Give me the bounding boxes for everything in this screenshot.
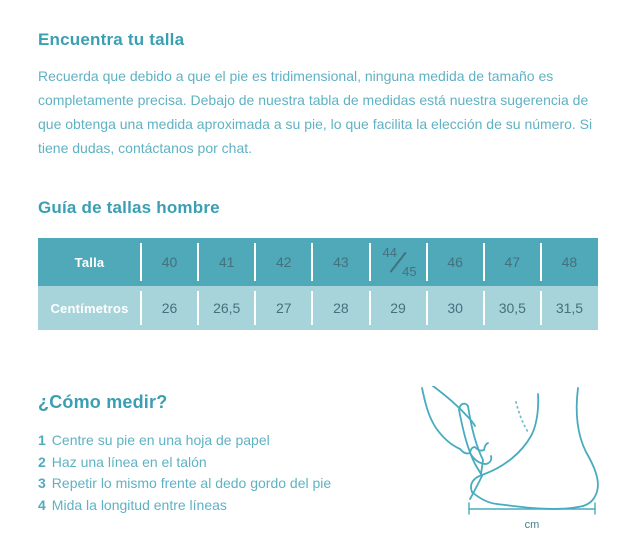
foot-sole-outline: [471, 491, 579, 510]
measure-steps-list: 1 Centre su pie en una hoja de papel 2 H…: [38, 430, 331, 516]
pencil-mark-line: [469, 475, 483, 500]
size-cell: 42: [255, 238, 314, 286]
hand-outer-edge: [421, 387, 461, 450]
row-label-talla: Talla: [38, 238, 142, 286]
size-cell: 41: [198, 238, 257, 286]
hand-fingers: [459, 442, 489, 455]
pencil-right-edge: [467, 405, 484, 475]
size-cell: 46: [427, 238, 485, 286]
step-number: 3: [38, 475, 46, 491]
size-cell: 40: [141, 238, 200, 286]
how-to-measure-title: ¿Cómo medir?: [38, 392, 168, 412]
size-cell-split-44-45: 44 45: [370, 238, 428, 286]
cm-cell: 30,5: [484, 286, 543, 330]
step-text: Repetir lo mismo frente al dedo gordo de…: [51, 475, 332, 491]
hand-thumb-grip: [469, 452, 493, 465]
step-text: Haz una línea en el talón: [51, 453, 207, 470]
shin-dotted-line: [515, 401, 529, 433]
cm-cell: 29: [370, 286, 428, 330]
step-text: Mida la longitud entre líneas: [51, 496, 227, 513]
intro-description: Recuerda que debido a que el pie es trid…: [38, 68, 593, 156]
cm-cell: 26,5: [198, 286, 257, 330]
step-number: 1: [38, 432, 46, 448]
page-title: Encuentra tu talla: [38, 30, 185, 49]
step-number: 2: [38, 453, 46, 470]
foot-toe-instep-outline: [470, 393, 540, 493]
measure-step: 2 Haz una línea en el talón: [38, 452, 331, 474]
measure-step: 4 Mida la longitud entre líneas: [38, 495, 331, 517]
row-label-centimetros: Centímetros: [38, 286, 142, 330]
foot-measurement-illustration: cm: [421, 386, 599, 531]
hand-top-edge: [432, 386, 476, 427]
size-cell: 43: [312, 238, 371, 286]
size-cell: 47: [484, 238, 543, 286]
cm-cell: 26: [141, 286, 200, 330]
how-to-measure-section: ¿Cómo medir? 1 Centre su pie en una hoja…: [38, 386, 605, 536]
cm-label: cm: [525, 519, 540, 531]
cm-cell: 30: [427, 286, 485, 330]
table-row-centimeters: Centímetros 26 26,5 27 28 29 30 30,5 31,…: [38, 286, 598, 330]
cm-cell: 31,5: [555, 300, 584, 316]
split-size-bottom: 45: [402, 264, 417, 279]
size-guide-title: Guía de tallas hombre: [38, 198, 220, 217]
step-number: 4: [38, 496, 46, 513]
step-text: Centre su pie en una hoja de papel: [51, 432, 270, 448]
leg-heel-outline: [575, 387, 599, 508]
cm-cell: 28: [312, 286, 371, 330]
cm-cell: 27: [255, 286, 314, 330]
pencil-left-edge: [458, 409, 482, 475]
measure-step: 3 Repetir lo mismo frente al dedo gordo …: [38, 473, 331, 495]
how-to-measure-text: ¿Cómo medir? 1 Centre su pie en una hoja…: [38, 392, 331, 516]
size-cell: 48: [561, 254, 578, 270]
split-size-top: 44: [382, 245, 397, 260]
table-row-sizes: Talla 40 41 42 43 44 45 46 47 48: [38, 238, 598, 286]
size-table: Talla 40 41 42 43 44 45 46 47 48 Centíme…: [38, 238, 598, 330]
measure-step: 1 Centre su pie en una hoja de papel: [38, 430, 331, 452]
